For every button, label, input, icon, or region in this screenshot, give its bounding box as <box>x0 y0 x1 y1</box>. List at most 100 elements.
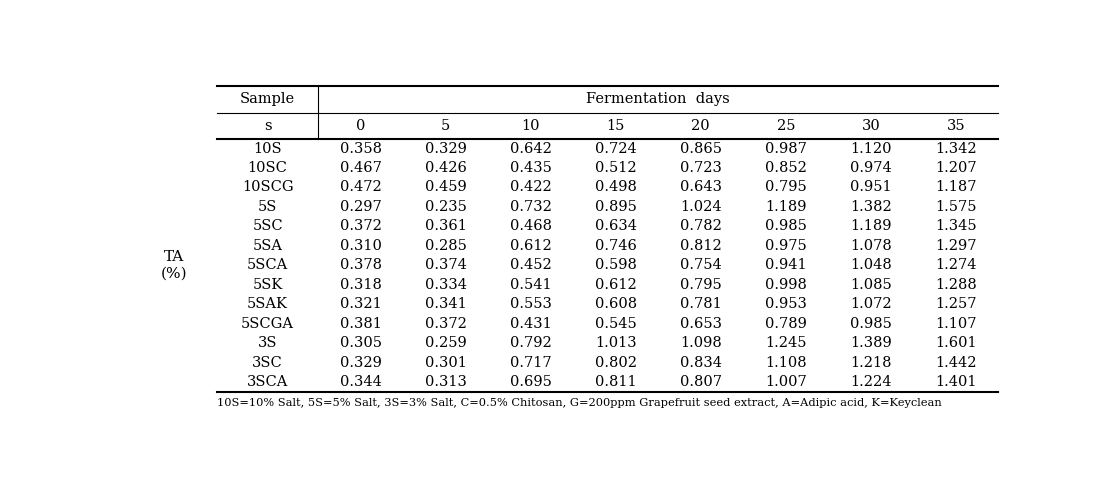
Text: 1.288: 1.288 <box>935 278 977 292</box>
Text: 1.189: 1.189 <box>850 219 891 234</box>
Text: 0.372: 0.372 <box>340 219 382 234</box>
Text: 0.512: 0.512 <box>595 161 636 175</box>
Text: 0.305: 0.305 <box>340 336 382 350</box>
Text: 0.318: 0.318 <box>340 278 382 292</box>
Text: 20: 20 <box>692 119 710 132</box>
Text: 1.224: 1.224 <box>850 375 891 389</box>
Text: 0.378: 0.378 <box>340 258 382 272</box>
Text: 0.598: 0.598 <box>595 258 637 272</box>
Text: 5SAK: 5SAK <box>247 297 289 311</box>
Text: 15: 15 <box>607 119 625 132</box>
Text: 1.108: 1.108 <box>765 356 807 370</box>
Text: 1.342: 1.342 <box>935 141 977 156</box>
Text: s: s <box>264 119 272 132</box>
Text: 0.612: 0.612 <box>595 278 637 292</box>
Text: 0.746: 0.746 <box>595 239 637 253</box>
Text: 0.285: 0.285 <box>424 239 467 253</box>
Text: 5SA: 5SA <box>253 239 283 253</box>
Text: 10S: 10S <box>253 141 282 156</box>
Text: 0.329: 0.329 <box>340 356 382 370</box>
Text: 0: 0 <box>356 119 365 132</box>
Text: 0.435: 0.435 <box>510 161 551 175</box>
Text: 0.310: 0.310 <box>340 239 382 253</box>
Text: 0.724: 0.724 <box>595 141 637 156</box>
Text: 0.259: 0.259 <box>424 336 467 350</box>
Text: 0.459: 0.459 <box>424 181 467 194</box>
Text: 0.812: 0.812 <box>680 239 722 253</box>
Text: 1.078: 1.078 <box>850 239 891 253</box>
Text: 0.374: 0.374 <box>424 258 467 272</box>
Text: 1.297: 1.297 <box>935 239 977 253</box>
Text: 0.545: 0.545 <box>595 316 637 331</box>
Text: 5: 5 <box>441 119 450 132</box>
Text: 10SCG: 10SCG <box>242 181 293 194</box>
Text: 0.974: 0.974 <box>850 161 891 175</box>
Text: 0.642: 0.642 <box>510 141 551 156</box>
Text: 0.802: 0.802 <box>595 356 637 370</box>
Text: 0.341: 0.341 <box>424 297 467 311</box>
Text: 0.321: 0.321 <box>340 297 382 311</box>
Text: 0.329: 0.329 <box>424 141 467 156</box>
Text: 10S=10% Salt, 5S=5% Salt, 3S=3% Salt, C=0.5% Chitosan, G=200ppm Grapefruit seed : 10S=10% Salt, 5S=5% Salt, 3S=3% Salt, C=… <box>217 397 941 408</box>
Text: 1.013: 1.013 <box>595 336 636 350</box>
Text: 1.345: 1.345 <box>935 219 977 234</box>
Text: Sample: Sample <box>241 92 295 106</box>
Text: 1.098: 1.098 <box>680 336 722 350</box>
Text: 1.401: 1.401 <box>935 375 977 389</box>
Text: 25: 25 <box>776 119 795 132</box>
Text: 0.344: 0.344 <box>340 375 382 389</box>
Text: 1.601: 1.601 <box>935 336 977 350</box>
Text: 3SCA: 3SCA <box>247 375 289 389</box>
Text: 1.048: 1.048 <box>850 258 891 272</box>
Text: 1.085: 1.085 <box>850 278 891 292</box>
Text: 0.431: 0.431 <box>510 316 551 331</box>
Text: 0.334: 0.334 <box>424 278 467 292</box>
Text: 0.372: 0.372 <box>424 316 467 331</box>
Text: 0.985: 0.985 <box>850 316 891 331</box>
Text: 0.852: 0.852 <box>765 161 807 175</box>
Text: 0.541: 0.541 <box>510 278 551 292</box>
Text: 35: 35 <box>947 119 965 132</box>
Text: 0.695: 0.695 <box>510 375 551 389</box>
Text: 0.811: 0.811 <box>595 375 636 389</box>
Text: 0.422: 0.422 <box>510 181 551 194</box>
Text: 0.653: 0.653 <box>680 316 722 331</box>
Text: 5SC: 5SC <box>253 219 283 234</box>
Text: 0.781: 0.781 <box>680 297 722 311</box>
Text: 0.426: 0.426 <box>424 161 467 175</box>
Text: 0.452: 0.452 <box>510 258 551 272</box>
Text: 0.975: 0.975 <box>765 239 807 253</box>
Text: 5SCA: 5SCA <box>247 258 289 272</box>
Text: 0.732: 0.732 <box>510 200 551 214</box>
Text: 1.218: 1.218 <box>850 356 891 370</box>
Text: 0.634: 0.634 <box>595 219 637 234</box>
Text: 0.951: 0.951 <box>850 181 891 194</box>
Text: 0.301: 0.301 <box>424 356 467 370</box>
Text: 0.795: 0.795 <box>680 278 722 292</box>
Text: 0.717: 0.717 <box>510 356 551 370</box>
Text: 1.274: 1.274 <box>935 258 977 272</box>
Text: 0.313: 0.313 <box>424 375 467 389</box>
Text: 0.723: 0.723 <box>680 161 722 175</box>
Text: 0.643: 0.643 <box>680 181 722 194</box>
Text: TA
(%): TA (%) <box>160 250 187 280</box>
Text: 1.120: 1.120 <box>850 141 891 156</box>
Text: 0.297: 0.297 <box>340 200 382 214</box>
Text: 10: 10 <box>521 119 540 132</box>
Text: 0.235: 0.235 <box>424 200 467 214</box>
Text: 0.987: 0.987 <box>765 141 807 156</box>
Text: 0.472: 0.472 <box>340 181 382 194</box>
Text: 0.789: 0.789 <box>765 316 807 331</box>
Text: 5SCGA: 5SCGA <box>241 316 294 331</box>
Text: 1.382: 1.382 <box>850 200 891 214</box>
Text: 30: 30 <box>861 119 880 132</box>
Text: 0.998: 0.998 <box>765 278 807 292</box>
Text: 0.795: 0.795 <box>765 181 807 194</box>
Text: 0.754: 0.754 <box>680 258 722 272</box>
Text: 1.389: 1.389 <box>850 336 891 350</box>
Text: 1.107: 1.107 <box>935 316 977 331</box>
Text: 1.245: 1.245 <box>765 336 807 350</box>
Text: 0.895: 0.895 <box>595 200 637 214</box>
Text: 0.467: 0.467 <box>340 161 382 175</box>
Text: 0.865: 0.865 <box>680 141 722 156</box>
